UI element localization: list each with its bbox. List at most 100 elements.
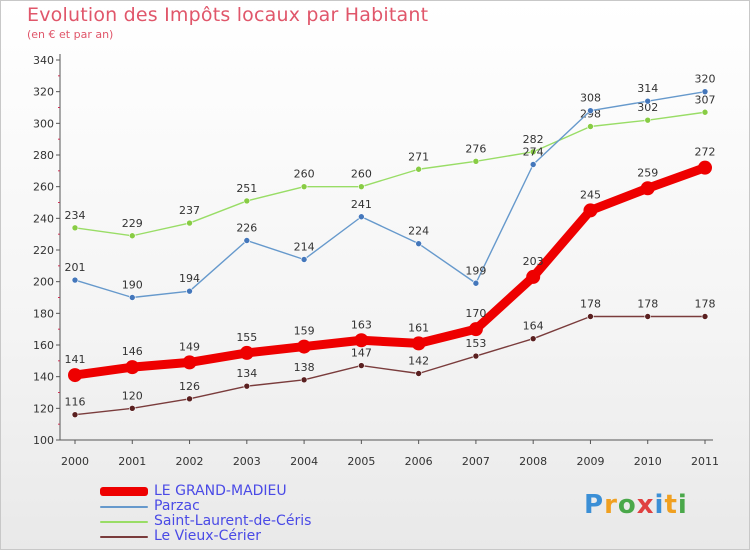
legend-label: Saint-Laurent-de-Céris [154, 513, 312, 529]
data-point [300, 183, 308, 190]
data-point [529, 161, 537, 168]
legend-swatch [100, 520, 148, 523]
data-point [640, 181, 655, 196]
data-point [583, 203, 598, 218]
data-point [128, 232, 136, 240]
data-label: 302 [637, 101, 658, 114]
data-point [472, 352, 480, 360]
data-label: 134 [236, 367, 257, 380]
data-label: 178 [580, 298, 601, 311]
x-tick-label: 2005 [347, 455, 375, 468]
data-label: 141 [65, 353, 86, 366]
data-label: 126 [179, 380, 200, 393]
data-label: 259 [637, 166, 658, 179]
x-tick-label: 2011 [691, 455, 719, 468]
data-label: 178 [637, 298, 658, 311]
data-point [239, 345, 254, 360]
data-point [644, 97, 652, 105]
data-label: 276 [465, 142, 486, 155]
data-label: 190 [122, 279, 143, 292]
data-label: 307 [695, 93, 716, 106]
data-label: 138 [294, 361, 315, 374]
data-point [128, 405, 136, 412]
data-point [472, 158, 480, 165]
y-tick-label: 200 [33, 276, 54, 289]
y-tick-label: 120 [33, 402, 54, 415]
data-point [472, 279, 480, 287]
chart-legend: LE GRAND-MADIEU Parzac Saint-Laurent-de-Cé… [100, 484, 311, 544]
chart-subtitle: (en € et par an) [27, 28, 114, 41]
data-point [71, 224, 79, 232]
logo-letter: i [654, 490, 665, 520]
data-point [701, 88, 709, 95]
y-tick-label: 320 [33, 86, 54, 99]
data-point [300, 376, 308, 384]
legend-swatch [100, 505, 148, 508]
legend-item: LE GRAND-MADIEU [100, 484, 311, 499]
data-label: 314 [637, 82, 658, 95]
data-label: 161 [408, 321, 429, 334]
data-point [71, 276, 79, 284]
proxiti-logo: Proxiti [584, 490, 688, 520]
data-label: 201 [65, 261, 86, 274]
data-point [587, 313, 594, 320]
data-label: 203 [523, 255, 544, 268]
data-point [644, 313, 652, 320]
data-point [71, 411, 79, 418]
logo-letter: i [677, 490, 688, 520]
x-tick-label: 2002 [176, 455, 204, 468]
series-line-saint-laurent-de-c-ris [74, 111, 706, 237]
series-line-le-grand-madieu [70, 163, 710, 380]
series-line-le-vieux-c-rier [74, 315, 706, 416]
data-point [125, 360, 140, 375]
data-label: 226 [236, 222, 257, 235]
data-point [182, 355, 197, 370]
chart-title: Evolution des Impôts locaux par Habitant [27, 4, 429, 26]
data-label: 142 [408, 355, 429, 368]
x-tick-label: 2006 [405, 455, 433, 468]
y-tick-label: 300 [33, 117, 54, 130]
y-tick-label: 240 [33, 212, 54, 225]
y-tick-label: 260 [33, 181, 54, 194]
data-label: 237 [179, 204, 200, 217]
data-point [701, 108, 709, 116]
data-point [186, 287, 193, 295]
logo-letter: t [664, 490, 678, 520]
y-tick-label: 280 [33, 149, 54, 162]
data-point [587, 107, 594, 114]
logo-letter: x [636, 490, 655, 520]
data-label: 274 [523, 146, 544, 159]
y-tick-label: 180 [33, 307, 54, 320]
data-point [644, 116, 652, 124]
y-tick-label: 100 [33, 434, 54, 447]
data-label: 260 [351, 168, 372, 181]
data-label: 163 [351, 318, 372, 331]
y-tick-label: 160 [33, 339, 54, 352]
data-point [243, 382, 251, 390]
data-point [698, 160, 712, 175]
data-point [186, 219, 193, 227]
data-point [529, 148, 537, 156]
data-label: 298 [580, 108, 601, 121]
data-label: 149 [179, 340, 200, 353]
series-line-parzac [74, 90, 706, 299]
data-point [354, 333, 369, 348]
data-label: 282 [523, 133, 544, 146]
data-label: 260 [294, 168, 315, 181]
data-label: 271 [408, 150, 429, 163]
data-label: 234 [65, 209, 86, 222]
data-point [411, 336, 426, 351]
data-label: 245 [580, 188, 601, 201]
data-point [68, 368, 82, 383]
logo-letter: r [604, 490, 618, 520]
data-point [128, 294, 136, 301]
data-label: 224 [408, 225, 429, 238]
data-label: 251 [236, 182, 257, 195]
data-point [415, 370, 422, 377]
data-point [701, 313, 709, 320]
data-point [186, 395, 193, 403]
data-label: 159 [294, 325, 315, 338]
data-label: 178 [695, 298, 716, 311]
data-point [358, 213, 365, 221]
